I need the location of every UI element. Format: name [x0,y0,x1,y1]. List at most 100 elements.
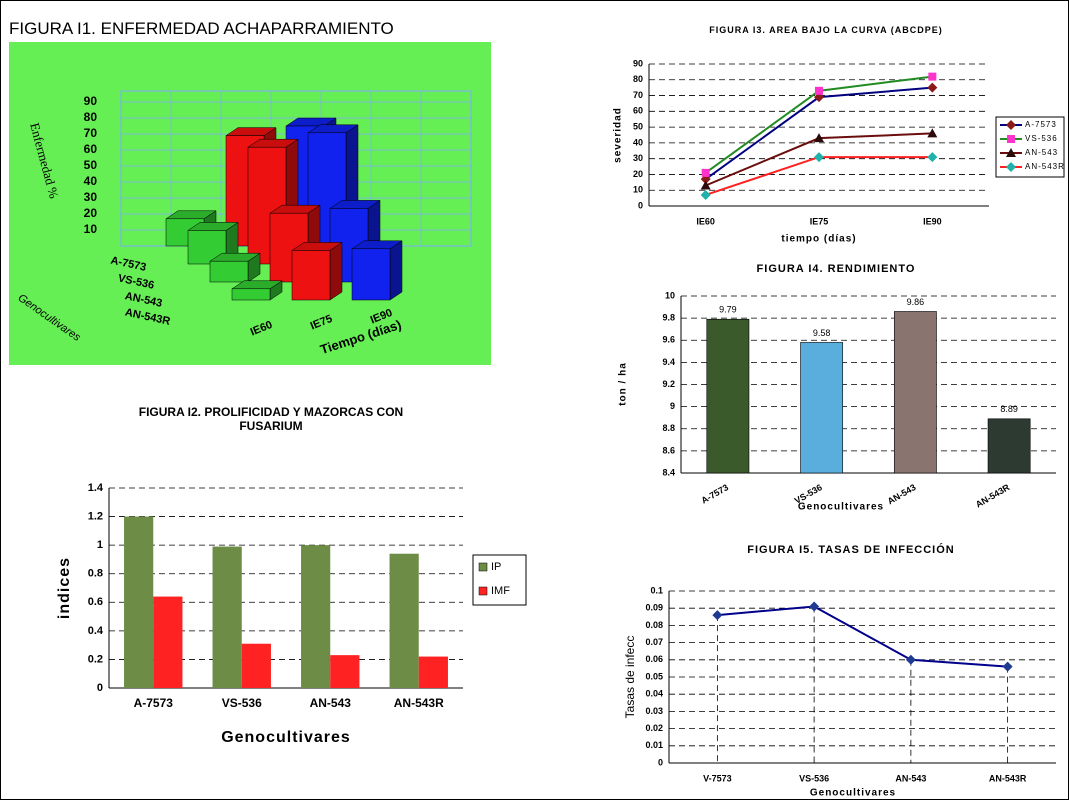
marker [1002,661,1013,672]
y-tick-label: 60 [84,142,98,156]
bar [893,311,937,474]
y-tick-label: 9.2 [662,379,675,389]
y-tick-label: 0 [638,200,643,210]
y-tick-label: 40 [84,174,98,188]
marker [1006,162,1016,172]
legend-label: AN-543R [1025,162,1065,171]
y-tick-label: 9.4 [662,357,675,367]
marker [1006,120,1016,130]
value-label: 9.79 [719,305,737,315]
bar-side [389,240,403,301]
y-tick-label: 80 [633,74,643,84]
marker [927,152,938,163]
legend-swatch [478,586,488,596]
marker [814,152,824,163]
y-tick-label: 70 [633,90,643,100]
bar-3d [209,252,261,283]
y-tick-label: 0 [658,757,663,767]
bar-front [231,288,271,301]
value-label: 9.58 [813,328,831,338]
y-tick-label: 90 [633,58,643,68]
x-tick-label: IE90 [923,216,942,226]
x-tick-label: AN-543 [895,773,926,783]
series-line [717,605,1008,668]
bar-front [247,146,287,265]
x-tick-label: IE75 [810,216,829,226]
y-tick-label: 90 [84,94,98,108]
chart-title: FIGURA I4. RENDIMIENTO [756,263,916,275]
bar-3d [351,240,403,301]
bar [124,516,154,688]
x-tick-label: A-7573 [699,482,730,505]
y-tick-label: 40 [633,137,643,147]
legend-label: A-7573 [1025,120,1057,129]
x-tick-label: V-7573 [703,773,732,783]
x-tick-label: AN-543R [989,773,1027,783]
bar [706,318,750,474]
x-axis-label: Genocultivares [810,788,896,799]
y-tick-label: 8.8 [662,423,675,433]
y-tick-label: 50 [84,158,98,172]
y-tick-label: 60 [633,106,643,116]
marker [814,133,824,143]
y-tick-label: 0.1 [650,585,663,595]
x-tick-label: VS-536 [799,773,829,783]
y-tick-label: 0.8 [88,568,103,580]
legend-label: VS-536 [1025,134,1058,143]
y-tick-label: 0.05 [645,671,663,681]
y-tick-label: 20 [633,169,643,179]
y-tick-label: 80 [84,110,98,124]
y-tick-label: 1.4 [88,482,104,494]
bar [301,545,331,688]
y-tick-label: 70 [84,126,98,140]
y-axis-label: Tasas de infecc [623,636,637,719]
marker [815,86,823,95]
bar-side [329,241,343,301]
y-tick-label: 0.04 [645,689,663,699]
y-tick-label: 10 [665,290,675,300]
y-tick-label: 1.2 [88,510,103,522]
y-tick-label: 20 [84,206,98,220]
marker [700,180,711,190]
value-label: 9.86 [907,297,925,307]
y-tick-label: 10 [633,185,643,195]
y-tick-label: 0 [97,682,103,694]
y-tick-label: 0.02 [645,723,663,733]
y-tick-label: 1 [97,539,103,551]
y-tick-label: 0.09 [645,603,663,613]
x-tick-label: VS-536 [222,696,262,710]
marker [700,189,711,200]
y-tick-label: 8.4 [662,467,675,477]
bar [418,656,448,688]
y-tick-label: 0.08 [645,620,663,630]
y-tick-label: 9.6 [662,335,675,345]
y-tick-label: 30 [84,190,98,204]
y-axis-label: ton / ha [618,362,629,406]
chart-title: FIGURA I2. PROLIFICIDAD Y MAZORCAS CON F… [138,405,404,433]
legend-label: IMF [491,585,510,597]
bar [987,418,1031,474]
chart-title: FIGURA I3. AREA BAJO LA CURVA (ABCDPE) [709,25,943,35]
bar [330,655,360,688]
x-axis-label: tiempo (días) [781,234,856,245]
bar-front [209,260,249,283]
bar [153,596,183,688]
bar [212,546,242,688]
legend-label: IP [491,561,501,573]
marker [712,610,723,621]
y-tick-label: 0.2 [88,653,103,665]
y-tick-label: 0.4 [88,625,104,637]
bar-3d [291,241,343,301]
x-tick-label: IE60 [696,216,715,226]
y-tick-label: 30 [633,153,643,163]
bar-3d [231,280,283,301]
value-label: 8.89 [1000,404,1018,414]
x-tick-label: AN-543 [310,696,352,710]
chart-title: FIGURA I1. ENFERMEDAD ACHAPARRAMIENTO [9,17,491,41]
bar [389,553,419,688]
marker [1006,148,1016,157]
bar [241,643,271,688]
bar-front [351,248,391,301]
